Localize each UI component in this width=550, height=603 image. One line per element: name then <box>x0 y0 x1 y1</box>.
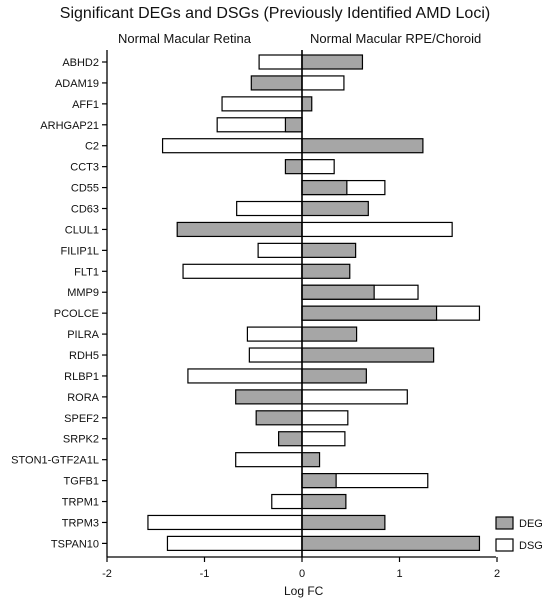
legend-swatch-deg <box>495 516 514 530</box>
bar-dsg-retina-ston1-gtf2a1l <box>235 452 303 468</box>
y-tick-label: C2 <box>85 141 99 153</box>
bar-dsg-rpe-adam19 <box>301 75 345 91</box>
y-tick-label: ARHGAP21 <box>40 120 99 132</box>
panel-label-retina: Normal Macular Retina <box>118 31 251 46</box>
bar-deg-retina-rora <box>235 389 303 405</box>
bar-deg-rpe-flt1 <box>301 263 351 279</box>
y-tick-label: CD55 <box>71 183 99 195</box>
bar-dsg-retina-rdh5 <box>248 347 303 363</box>
bar-dsg-retina-rlbp1 <box>187 368 303 384</box>
y-tick-label: RDH5 <box>69 350 99 362</box>
bar-dsg-retina-tspan10 <box>166 535 303 551</box>
bar-dsg-retina-cd63 <box>236 200 303 217</box>
bar-deg-rpe-c2 <box>301 138 424 154</box>
bar-deg-rpe-aff1 <box>301 96 313 112</box>
y-tick-label: TGFB1 <box>64 476 99 488</box>
x-tick-label: -2 <box>102 568 112 580</box>
bar-deg-retina-clul1 <box>176 221 303 238</box>
y-tick-label: SRPK2 <box>63 434 99 446</box>
y-tick-label: CCT3 <box>70 162 99 174</box>
legend-swatch-dsg <box>495 538 514 552</box>
bar-deg-rpe-trpm3 <box>301 514 386 531</box>
bar-dsg-retina-c2 <box>161 138 303 154</box>
bar-deg-retina-srpk2 <box>278 431 303 447</box>
bar-deg-rpe-tspan10 <box>301 535 481 551</box>
bar-deg-rpe-abhd2 <box>301 54 364 70</box>
bar-deg-retina-arhgap21 <box>284 117 303 133</box>
y-tick-label: SPEF2 <box>64 413 99 425</box>
bar-deg-rpe-rlbp1 <box>301 368 367 384</box>
y-tick-label: TSPAN10 <box>51 538 99 550</box>
x-tick-label: -1 <box>200 568 210 580</box>
bar-deg-rpe-tgfb1 <box>301 473 337 489</box>
bar-deg-rpe-filip1l <box>301 242 357 258</box>
bar-dsg-retina-trpm3 <box>147 514 303 531</box>
bar-deg-rpe-rdh5 <box>301 347 435 363</box>
y-tick-label: CD63 <box>71 204 99 216</box>
x-tick-label: 0 <box>299 568 305 580</box>
bar-dsg-rpe-rora <box>301 389 408 405</box>
bar-dsg-retina-trpm1 <box>271 493 303 510</box>
bar-deg-rpe-ston1-gtf2a1l <box>301 452 321 468</box>
bar-dsg-rpe-srpk2 <box>301 431 346 447</box>
y-tick-label: RLBP1 <box>64 371 99 383</box>
bar-deg-rpe-cd55 <box>301 179 348 196</box>
y-tick-label: STON1-GTF2A1L <box>11 455 99 467</box>
bar-deg-rpe-trpm1 <box>301 493 347 510</box>
bar-dsg-retina-pilra <box>246 326 303 342</box>
bar-dsg-rpe-spef2 <box>301 410 349 426</box>
bar-dsg-retina-abhd2 <box>258 54 303 70</box>
y-tick-label: ABHD2 <box>62 57 99 69</box>
y-tick-label: MMP9 <box>67 287 99 299</box>
bar-deg-rpe-pcolce <box>301 305 438 321</box>
bar-deg-rpe-mmp9 <box>301 284 375 300</box>
y-tick-label: TRPM3 <box>62 517 99 529</box>
bar-dsg-retina-aff1 <box>221 96 303 112</box>
x-tick-label: 1 <box>396 568 402 580</box>
legend-label-dsg: DSG <box>519 540 543 552</box>
bar-deg-rpe-pilra <box>301 326 358 342</box>
bar-dsg-rpe-clul1 <box>301 221 453 238</box>
bar-dsg-retina-flt1 <box>182 263 303 279</box>
bar-dsg-rpe-cct3 <box>301 159 335 175</box>
bar-dsg-retina-filip1l <box>257 242 303 258</box>
x-tick-label: 2 <box>494 568 500 580</box>
bar-deg-retina-spef2 <box>255 410 303 426</box>
panel-label-rpe-choroid: Normal Macular RPE/Choroid <box>310 31 482 46</box>
y-tick-label: PCOLCE <box>54 308 99 320</box>
y-tick-label: TRPM1 <box>62 497 99 509</box>
y-tick-label: PILRA <box>67 329 99 341</box>
y-tick-label: FLT1 <box>74 266 99 278</box>
y-tick-label: RORA <box>67 392 99 404</box>
y-tick-label: FILIP1L <box>60 245 99 257</box>
legend-label-deg: DEG <box>519 518 543 530</box>
bar-deg-retina-adam19 <box>250 75 303 91</box>
bar-deg-retina-cct3 <box>284 159 303 175</box>
chart-title: Significant DEGs and DSGs (Previously Id… <box>59 5 491 22</box>
y-tick-label: AFF1 <box>72 99 99 111</box>
y-tick-label: ADAM19 <box>55 78 99 90</box>
y-tick-label: CLUL1 <box>65 224 99 236</box>
x-axis-label: Log FC <box>284 584 324 598</box>
bar-deg-rpe-cd63 <box>301 200 369 217</box>
